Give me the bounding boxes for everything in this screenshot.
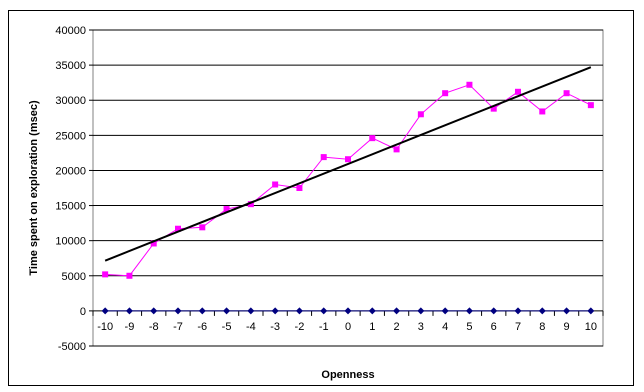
data-point: [587, 307, 595, 315]
data-point: [369, 135, 376, 142]
x-tick-label: -3: [270, 321, 280, 333]
data-point: [490, 105, 497, 112]
data-point: [271, 307, 279, 315]
x-tick-label: -6: [197, 321, 207, 333]
y-tick-label: 25000: [55, 130, 86, 142]
x-tick-label: 5: [466, 321, 472, 333]
data-point: [198, 307, 206, 315]
data-point: [539, 108, 546, 115]
x-tick-label: -9: [125, 321, 135, 333]
x-tick-label: 3: [418, 321, 424, 333]
data-point: [223, 307, 231, 315]
data-point: [296, 185, 303, 191]
x-tick-label: 2: [394, 321, 400, 333]
data-point: [295, 307, 303, 315]
x-tick-label: 1: [369, 321, 375, 333]
x-tick-label: 6: [491, 321, 497, 333]
x-tick-label: -4: [246, 321, 256, 333]
x-tick-label: 7: [515, 321, 521, 333]
x-tick-label: 9: [564, 321, 570, 333]
data-point: [465, 307, 473, 315]
data-point: [466, 81, 473, 88]
data-point: [393, 146, 400, 153]
x-tick-label: 0: [345, 321, 351, 333]
data-point: [514, 307, 522, 315]
x-axis-title: Openness: [321, 369, 374, 381]
chart-frame: 40000 35000 30000 25000 20000 15000 10000 5000 0…: [8, 10, 634, 386]
y-tick-label: 30000: [55, 95, 86, 107]
y-tick-label: 15000: [55, 201, 86, 213]
line-chart: 40000 35000 30000 25000 20000 15000 10000 5000 0…: [28, 25, 604, 381]
x-tick-label: -7: [173, 321, 183, 333]
y-tick-label: 20000: [55, 165, 86, 177]
data-point: [174, 307, 182, 315]
data-point: [199, 224, 206, 231]
data-point: [101, 307, 109, 315]
x-tick-label: 8: [539, 321, 545, 333]
data-point: [368, 307, 376, 315]
x-tick-labels: -10 -9 -8 -7 -6 -5 -4 -3 -2 -1 0 1 2 3 4 5 6 7 8 9 10: [97, 321, 597, 333]
data-point: [125, 307, 133, 315]
data-point: [150, 307, 158, 315]
data-point: [247, 201, 254, 208]
data-point: [320, 307, 328, 315]
data-point: [563, 90, 570, 97]
y-tick-label: 35000: [55, 60, 86, 72]
series-group: [101, 66, 595, 315]
data-point: [538, 307, 546, 315]
x-tick-label: -5: [222, 321, 232, 333]
data-point: [441, 307, 449, 315]
y-tick-labels: 40000 35000 30000 25000 20000 15000 10000 5000 0…: [55, 25, 86, 353]
y-tick-label: -5000: [58, 341, 86, 353]
data-point: [102, 271, 109, 278]
data-point: [417, 307, 425, 315]
y-tick-label: 10000: [55, 236, 86, 248]
x-tick-label: -1: [319, 321, 329, 333]
data-point: [223, 206, 230, 213]
data-point: [345, 156, 351, 163]
y-tick-label: 5000: [62, 271, 86, 283]
x-tick-label: 10: [585, 321, 597, 333]
data-point: [515, 88, 521, 95]
data-point: [442, 90, 449, 97]
plot-area: [92, 29, 604, 347]
trendline: [104, 66, 592, 262]
data-point: [490, 307, 498, 315]
data-point: [272, 181, 279, 188]
x-tick-label: 4: [442, 321, 448, 333]
data-point: [417, 111, 424, 118]
data-point: [126, 272, 133, 279]
data-point: [344, 307, 352, 315]
x-tick-label: -8: [149, 321, 159, 333]
y-tick-label: 0: [80, 306, 86, 318]
y-axis-title: Time spent on exploration (msec): [28, 100, 40, 276]
series-1: [101, 307, 595, 315]
x-tick-label: -2: [295, 321, 305, 333]
y-tick-label: 40000: [55, 25, 86, 37]
data-point: [393, 307, 401, 315]
data-point: [320, 154, 327, 161]
data-point: [587, 102, 594, 109]
data-point: [175, 225, 181, 232]
data-point: [563, 307, 571, 315]
data-point: [150, 240, 157, 247]
data-point: [247, 307, 255, 315]
x-tick-label: -10: [97, 321, 113, 333]
